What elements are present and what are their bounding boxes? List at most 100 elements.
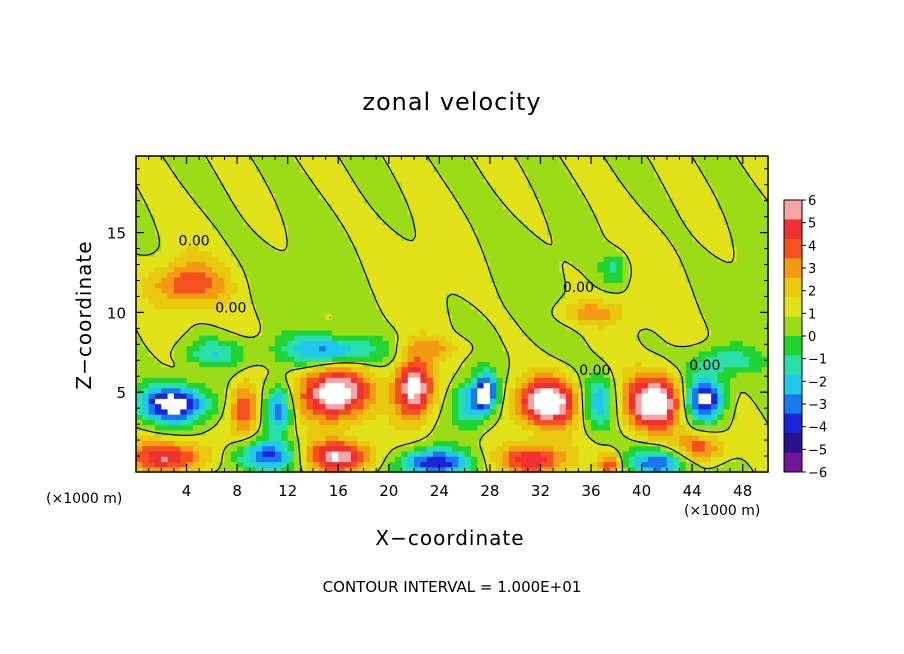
- heatmap-cell: [426, 456, 434, 463]
- heatmap-cell: [388, 371, 396, 378]
- heatmap-cell: [167, 187, 175, 194]
- heatmap-cell: [578, 266, 586, 273]
- heatmap-cell: [603, 161, 611, 168]
- heatmap-cell: [205, 414, 213, 420]
- heatmap-cell: [502, 240, 510, 247]
- heatmap-cell: [477, 250, 485, 257]
- heatmap-cell: [489, 435, 497, 441]
- heatmap-cell: [369, 171, 377, 178]
- heatmap-cell: [262, 187, 270, 194]
- heatmap-cell: [565, 235, 573, 241]
- heatmap-cell: [312, 398, 320, 405]
- heatmap-cell: [300, 403, 308, 410]
- heatmap-cell: [281, 314, 289, 320]
- heatmap-cell: [325, 208, 333, 215]
- heatmap-cell: [458, 271, 466, 278]
- heatmap-cell: [294, 208, 301, 215]
- heatmap-cell: [275, 245, 282, 252]
- heatmap-cell: [622, 219, 630, 226]
- heatmap-cell: [154, 419, 162, 426]
- heatmap-cell: [382, 356, 390, 362]
- heatmap-cell: [218, 208, 226, 215]
- heatmap-cell: [173, 161, 181, 168]
- heatmap-cell: [647, 192, 655, 199]
- heatmap-cell: [584, 445, 592, 452]
- heatmap-cell: [136, 171, 143, 178]
- heatmap-cell: [230, 435, 238, 441]
- heatmap-cell: [464, 345, 472, 352]
- heatmap-cell: [199, 340, 207, 347]
- heatmap-cell: [433, 387, 440, 394]
- heatmap-cell: [376, 240, 384, 247]
- heatmap-cell: [256, 314, 263, 320]
- heatmap-cell: [515, 377, 523, 384]
- heatmap-cell: [635, 377, 643, 384]
- heatmap-cell: [192, 435, 200, 441]
- heatmap-cell: [414, 161, 421, 168]
- heatmap-cell: [369, 245, 377, 252]
- heatmap-cell: [654, 177, 662, 183]
- heatmap-cell: [167, 361, 175, 368]
- heatmap-cell: [534, 298, 542, 305]
- heatmap-cell: [306, 308, 314, 315]
- heatmap-cell: [553, 319, 561, 326]
- heatmap-cell: [148, 319, 156, 326]
- heatmap-cell: [647, 229, 655, 236]
- heatmap-cell: [287, 350, 295, 357]
- heatmap-cell: [167, 408, 175, 415]
- heatmap-cell: [433, 277, 440, 283]
- heatmap-cell: [350, 424, 358, 431]
- heatmap-cell: [610, 192, 617, 199]
- heatmap-cell: [641, 282, 649, 289]
- heatmap-cell: [268, 435, 276, 441]
- heatmap-cell: [477, 314, 485, 320]
- heatmap-cell: [167, 440, 175, 447]
- heatmap-cell: [426, 398, 434, 405]
- heatmap-cell: [363, 382, 371, 389]
- heatmap-cell: [192, 461, 200, 468]
- heatmap-cell: [610, 292, 617, 299]
- heatmap-cell: [142, 450, 150, 457]
- heatmap-cell: [237, 161, 245, 168]
- heatmap-cell: [502, 182, 510, 189]
- heatmap-cell: [357, 387, 365, 394]
- heatmap-cell: [325, 403, 333, 410]
- heatmap-cell: [243, 340, 251, 347]
- heatmap-cell: [281, 266, 289, 273]
- heatmap-cell: [142, 282, 150, 289]
- heatmap-cell: [154, 308, 162, 315]
- heatmap-cell: [344, 287, 352, 294]
- heatmap-cell: [382, 198, 390, 204]
- heatmap-cell: [136, 361, 143, 368]
- heatmap-cell: [578, 324, 586, 331]
- heatmap-cell: [521, 398, 529, 405]
- heatmap-cell: [136, 456, 143, 463]
- heatmap-cell: [395, 324, 403, 331]
- heatmap-cell: [142, 156, 150, 162]
- heatmap-cell: [553, 382, 561, 389]
- heatmap-cell: [199, 461, 207, 468]
- heatmap-cell: [534, 419, 542, 426]
- heatmap-cell: [294, 445, 301, 452]
- heatmap-cell: [369, 235, 377, 241]
- heatmap-cell: [597, 198, 605, 204]
- heatmap-cell: [470, 256, 478, 262]
- heatmap-cell: [388, 314, 396, 320]
- heatmap-cell: [452, 403, 459, 410]
- heatmap-cell: [268, 303, 276, 310]
- heatmap-cell: [546, 414, 554, 420]
- heatmap-cell: [243, 408, 251, 415]
- heatmap-cell: [382, 435, 390, 441]
- heatmap-cell: [610, 208, 617, 215]
- heatmap-cell: [331, 387, 339, 394]
- heatmap-cell: [540, 235, 548, 241]
- heatmap-cell: [496, 335, 504, 341]
- heatmap-cell: [565, 435, 573, 441]
- heatmap-cell: [395, 456, 403, 463]
- heatmap-cell: [180, 182, 188, 189]
- heatmap-cell: [312, 292, 320, 299]
- heatmap-cell: [192, 282, 200, 289]
- heatmap-cell: [559, 393, 567, 399]
- heatmap-cell: [186, 198, 194, 204]
- heatmap-cell: [597, 393, 605, 399]
